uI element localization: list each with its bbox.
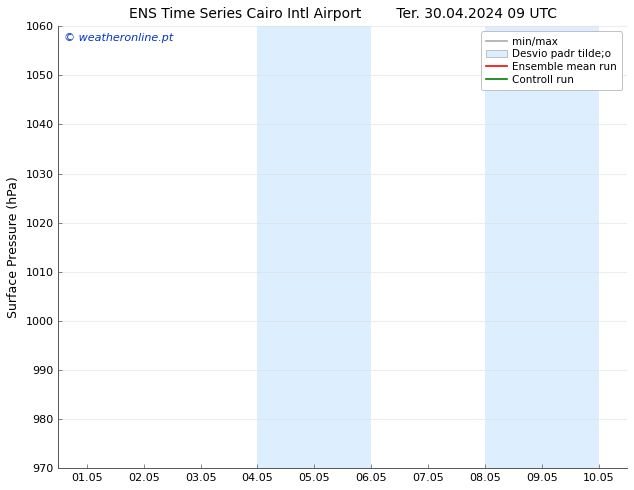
- Y-axis label: Surface Pressure (hPa): Surface Pressure (hPa): [7, 176, 20, 318]
- Bar: [257, 26, 371, 468]
- Bar: [485, 26, 598, 468]
- Title: ENS Time Series Cairo Intl Airport        Ter. 30.04.2024 09 UTC: ENS Time Series Cairo Intl Airport Ter. …: [129, 7, 557, 21]
- Legend: min/max, Desvio padr tilde;o, Ensemble mean run, Controll run: min/max, Desvio padr tilde;o, Ensemble m…: [481, 31, 622, 90]
- Text: © weatheronline.pt: © weatheronline.pt: [64, 33, 174, 43]
